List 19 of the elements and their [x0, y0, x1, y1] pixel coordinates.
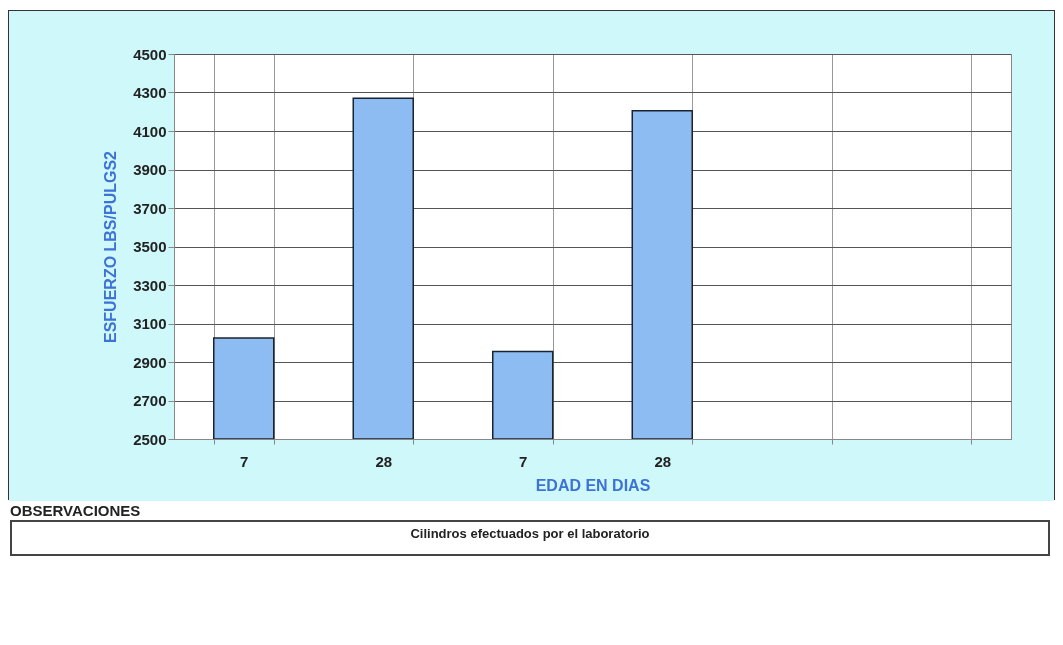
y-tick-label: 3700	[133, 199, 167, 217]
y-tick-label: 3900	[133, 161, 167, 178]
x-tick-label: 28	[375, 452, 393, 470]
x-tick-label: 7	[240, 452, 249, 470]
x-tick-label: 7	[519, 452, 528, 470]
x-tick-label: 28	[654, 452, 672, 470]
text: Cilindros efectuados por el laboratorio	[10, 520, 1050, 556]
y-tick-label: 4100	[133, 122, 167, 140]
y-tick-label: 4300	[133, 84, 167, 101]
y-tick-label: 3500	[133, 238, 167, 255]
y-tick-label: 2900	[133, 353, 167, 371]
y-tick-label: 3300	[133, 276, 167, 294]
y-tick-label: 4500	[133, 45, 167, 63]
y-axis-title: ESFUERZO LBS/PULGS2	[102, 150, 120, 344]
y-tick-label: 2500	[133, 430, 167, 448]
y-tick-label: 2700	[133, 392, 167, 409]
y-tick-label: 3100	[133, 315, 167, 332]
text: OBSERVACIONES	[10, 502, 141, 519]
x-axis-title: EDAD EN DIAS	[535, 476, 651, 494]
